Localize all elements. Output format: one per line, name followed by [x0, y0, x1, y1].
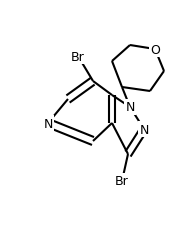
Text: Br: Br [71, 50, 85, 63]
Text: Br: Br [115, 175, 129, 188]
Text: O: O [150, 43, 160, 56]
Text: N: N [125, 101, 135, 114]
Text: N: N [43, 117, 53, 130]
Text: N: N [139, 123, 149, 136]
